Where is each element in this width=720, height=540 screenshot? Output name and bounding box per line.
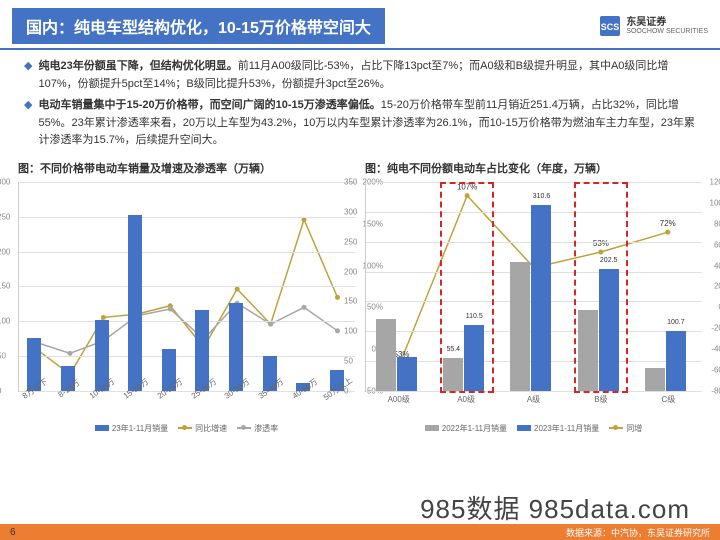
diamond-icon: ◆ <box>24 58 32 93</box>
bullet-list: ◆ 纯电23年份额虽下降，但结构优化明显。前11月A00级同比-53%，占比下降… <box>0 58 720 160</box>
legend-label: 2023年1-11月销量 <box>534 423 599 434</box>
logo-icon: SCS <box>598 14 622 38</box>
chart1-xlabels: 8万以下8-10万10-15万15-20万20-25万25-30万30-35万3… <box>18 392 355 405</box>
data-source: 数据来源：中汽协，东吴证券研究所 <box>566 526 710 539</box>
legend-label: 渗透率 <box>254 423 278 434</box>
watermark: 985数据 985data.com <box>420 489 690 526</box>
header: 国内：纯电车型结构优化，10-15万价格带空间大 SCS 东吴证券 SOOCHO… <box>0 0 720 48</box>
legend-label: 同增 <box>626 423 642 434</box>
svg-text:SCS: SCS <box>601 22 620 32</box>
legend-label: 2022年1-11月销量 <box>442 423 507 434</box>
chart2-legend: 2022年1-11月销量 2023年1-11月销量 同增 <box>365 423 702 434</box>
chart1-title: 图：不同价格带电动车销量及增速及渗透率（万辆） <box>18 160 355 176</box>
chart1-box: 050100150200250300-50%0%50%100%150%200% <box>18 182 355 392</box>
svg-text:72%: 72% <box>660 219 676 228</box>
logo-en: SOOCHOW SECURITIES <box>626 28 708 36</box>
divider <box>0 48 720 50</box>
chart2: 图：纯电不同份额电动车占比变化（年度，万辆） -53%107%53%72% 05… <box>365 160 702 434</box>
bullet-item: ◆ 电动车销量集中于15-20万价格带，而空间广阔的10-15万渗透率偏低。15… <box>24 97 696 150</box>
diamond-icon: ◆ <box>24 97 32 150</box>
legend-label: 同比增速 <box>195 423 227 434</box>
svg-text:107%: 107% <box>457 183 477 192</box>
logo: SCS 东吴证券 SOOCHOW SECURITIES <box>598 14 708 38</box>
svg-text:53%: 53% <box>593 239 609 248</box>
legend-label: 23年1-11月销量 <box>112 423 168 434</box>
charts-row: 图：不同价格带电动车销量及增速及渗透率（万辆） 0501001502002503… <box>0 160 720 434</box>
chart2-box: -53%107%53%72% 050100150200250300350-80%… <box>365 182 702 392</box>
chart1-legend: 23年1-11月销量 同比增速 渗透率 <box>18 423 355 434</box>
footer: 6 数据来源：中汽协，东吴证券研究所 <box>0 524 720 540</box>
chart2-xlabels: A00级A0级A级B级C级 <box>365 392 702 405</box>
chart1: 图：不同价格带电动车销量及增速及渗透率（万辆） 0501001502002503… <box>18 160 355 434</box>
bullet-bold: 纯电23年份额虽下降，但结构优化明显。 <box>38 60 237 72</box>
page-number: 6 <box>10 527 16 538</box>
logo-cn: 东吴证券 <box>626 17 708 28</box>
chart2-title: 图：纯电不同份额电动车占比变化（年度，万辆） <box>365 160 702 176</box>
bullet-item: ◆ 纯电23年份额虽下降，但结构优化明显。前11月A00级同比-53%，占比下降… <box>24 58 696 93</box>
bullet-bold: 电动车销量集中于15-20万价格带，而空间广阔的10-15万渗透率偏低。 <box>38 99 380 111</box>
page-title: 国内：纯电车型结构优化，10-15万价格带空间大 <box>12 8 385 44</box>
